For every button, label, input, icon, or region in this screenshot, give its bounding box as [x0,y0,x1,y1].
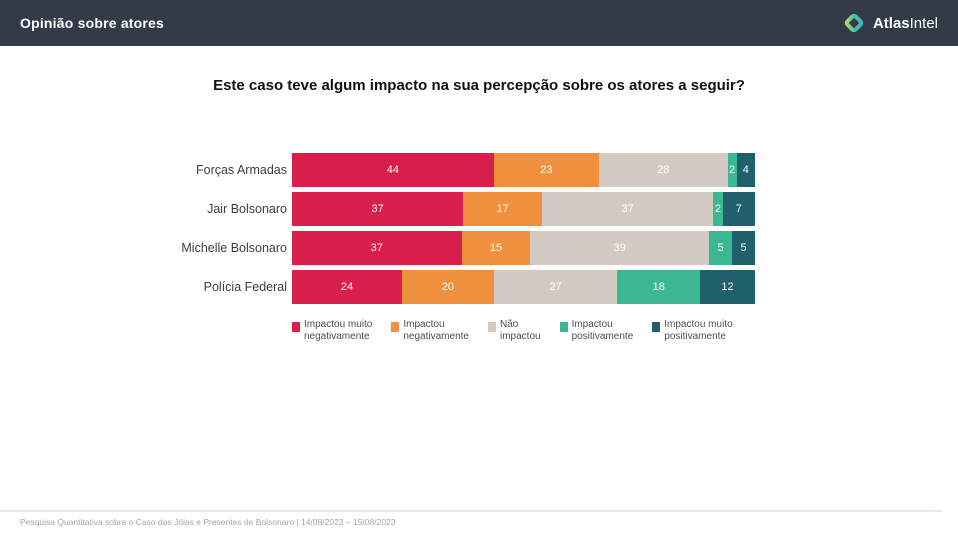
bar-value: 5 [717,242,724,254]
legend-label: Impactou positivamente [571,319,634,342]
app-header: Opinião sobre atores AtlasIntel [0,0,958,46]
stacked-bar-chart: Forças Armadas 44 23 28 2 4 Jair Bolsonaro 37 17… [0,153,756,343]
bar-segment: 18 [617,270,700,304]
source-text: Pesquisa Quantitativa sobre o Caso das J… [20,517,396,527]
bar-segment: 15 [461,231,531,265]
bar-segment: 44 [292,153,494,187]
stacked-bar: 24 20 27 18 12 [292,270,755,304]
bar-value: 28 [657,164,670,176]
bar-segment: 2 [713,192,723,226]
bar-value: 44 [386,164,399,176]
legend-item: Impactou muito negativamente [292,319,372,343]
legend-item: Não impactou [487,319,541,343]
legend-item: Impactou muito positivamente [652,319,733,343]
brand-name: AtlasIntel [873,15,938,32]
legend-label: Impactou negativamente [403,319,469,342]
bar-segment: 20 [402,270,494,304]
bar-segment: 12 [699,270,755,304]
bar-value: 2 [729,164,736,176]
legend-label: Impactou muito positivamente [664,319,733,342]
row-label: Forças Armadas [195,163,287,177]
chart-row: Polícia Federal 24 20 27 18 12 [0,270,755,304]
brand-atlas: Atlas [872,14,910,32]
legend-item: Impactou positivamente [559,319,634,343]
atlas-diamond-icon [842,11,866,35]
bar-value: 23 [540,164,553,176]
bar-value: 15 [489,242,503,254]
bar-value: 4 [742,164,749,176]
legend-label: Não impactou [499,319,541,342]
bar-value: 20 [441,281,454,293]
bar-value: 37 [370,242,383,254]
bar-value: 7 [735,203,742,215]
bar-segment: 4 [736,153,756,187]
bar-value: 37 [621,203,634,215]
bar-value: 24 [340,281,354,293]
row-label: Jair Bolsonaro [207,202,287,216]
chart-row: Michelle Bolsonaro 37 15 39 5 5 [0,231,755,265]
bar-segment: 39 [530,231,710,265]
bar-segment: 37 [292,192,464,226]
legend-label: Impactou muito negativamente [304,319,373,342]
bar-segment: 27 [493,270,618,304]
brand-logo: AtlasIntel [842,11,938,35]
bar-segment: 28 [599,153,728,187]
legend-swatch [292,322,300,332]
bar-segment: 5 [732,231,755,265]
footer: Pesquisa Quantitativa sobre o Caso das J… [0,510,958,527]
bar-value: 2 [714,203,722,215]
legend: Impactou muito negativamente Impactou negat… [292,319,755,343]
chart-row: Forças Armadas 44 23 28 2 4 [0,153,756,187]
row-label: Polícia Federal [203,280,287,294]
bar-rows: Forças Armadas 44 23 28 2 4 Jair Bolsonaro 37 17… [0,153,756,304]
chart-row: Jair Bolsonaro 37 17 37 2 7 [0,192,755,226]
chart-title: Este caso teve algum impacto na sua perc… [213,77,745,94]
stacked-bar: 37 15 39 5 5 [292,231,755,265]
brand-intel: Intel [909,14,938,32]
footer-divider [0,510,942,512]
bar-value: 37 [371,203,384,215]
legend-item: Impactou negativamente [391,319,469,343]
bar-segment: 37 [542,192,714,226]
bar-value: 18 [652,281,665,293]
page-title: Opinião sobre atores [20,15,165,31]
bar-value: 17 [496,203,509,215]
bar-segment: 5 [709,231,733,265]
legend-swatch [487,322,496,332]
legend-swatch [652,322,661,332]
bar-segment: 37 [292,231,462,265]
legend-swatch [559,322,568,332]
row-label: Michelle Bolsonaro [181,241,287,255]
bar-segment: 23 [493,153,600,187]
stacked-bar: 37 17 37 2 7 [292,192,755,226]
stacked-bar: 44 23 28 2 4 [292,153,756,187]
bar-segment: 17 [463,192,543,226]
bar-value: 12 [721,281,734,293]
legend-swatch [391,322,400,332]
bar-segment: 24 [292,270,403,304]
bar-value: 5 [740,242,747,254]
bar-value: 39 [613,242,626,254]
bar-value: 27 [549,281,562,293]
bar-segment: 7 [722,192,755,226]
bar-segment: 2 [727,153,737,187]
